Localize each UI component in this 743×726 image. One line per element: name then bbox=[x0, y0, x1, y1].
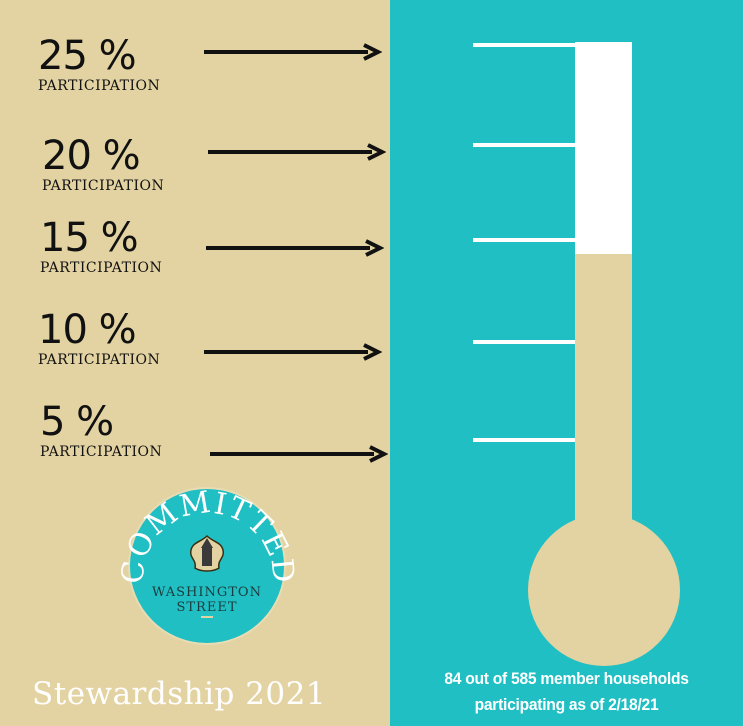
arrow-icon bbox=[204, 42, 382, 62]
tick-mark-20 bbox=[473, 143, 575, 147]
caption-line-2: participating as of 2/18/21 bbox=[474, 695, 659, 714]
arrow-icon bbox=[210, 444, 388, 464]
percent-label: 25 % bbox=[38, 33, 137, 79]
participation-label: PARTICIPATION bbox=[40, 260, 163, 276]
level-5: 5 % PARTICIPATION bbox=[0, 400, 390, 480]
thermometer-tube bbox=[575, 42, 632, 587]
arrow-icon bbox=[204, 342, 382, 362]
caption-line-1: 84 out of 585 member households bbox=[444, 669, 689, 688]
percent-label: 20 % bbox=[42, 133, 141, 179]
participation-label: PARTICIPATION bbox=[42, 178, 165, 194]
participation-label: PARTICIPATION bbox=[38, 352, 161, 368]
level-25: 25 % PARTICIPATION bbox=[0, 34, 390, 114]
tick-mark-5 bbox=[473, 438, 575, 442]
level-15: 15 % PARTICIPATION bbox=[0, 216, 390, 296]
thermometer-unfilled bbox=[575, 42, 632, 254]
percent-label: 5 % bbox=[40, 399, 114, 445]
stewardship-title: Stewardship 2021 bbox=[32, 676, 327, 712]
logo-name-line1: WASHINGTON bbox=[152, 585, 262, 600]
participation-label: PARTICIPATION bbox=[40, 444, 163, 460]
percent-label: 10 % bbox=[38, 307, 137, 353]
tick-mark-15 bbox=[473, 238, 575, 242]
participation-caption: 84 out of 585 member households particip… bbox=[413, 666, 719, 718]
arrow-icon bbox=[208, 142, 386, 162]
arrow-icon bbox=[206, 238, 384, 258]
logo-name-line2: STREET bbox=[176, 600, 237, 615]
level-20: 20 % PARTICIPATION bbox=[0, 134, 390, 214]
church-emblem-icon bbox=[189, 534, 225, 572]
participation-label: PARTICIPATION bbox=[38, 78, 161, 94]
committed-washington-street-logo: COMMITTED WASHINGTON STREET bbox=[115, 486, 297, 646]
percent-label: 15 % bbox=[40, 215, 139, 261]
level-10: 10 % PARTICIPATION bbox=[0, 308, 390, 388]
tick-mark-25 bbox=[473, 43, 575, 47]
tick-mark-10 bbox=[473, 340, 575, 344]
